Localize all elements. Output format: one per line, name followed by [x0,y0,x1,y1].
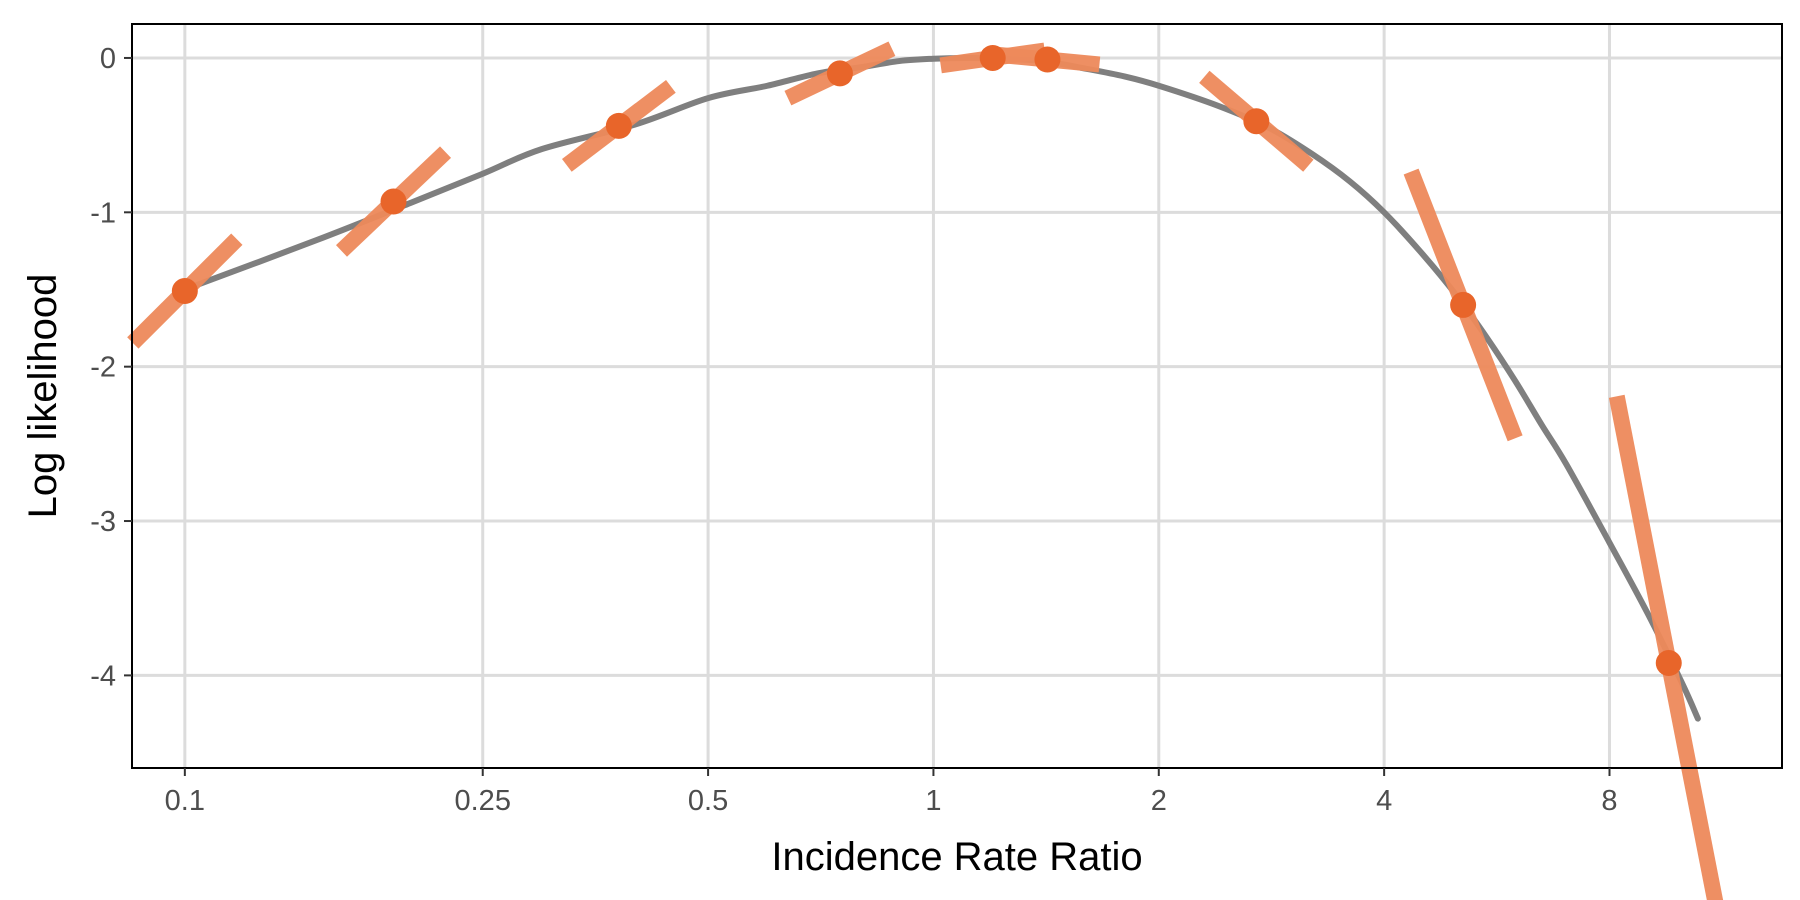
data-point [979,44,1006,71]
data-point [171,278,198,305]
x-tick-label: 4 [1376,785,1392,817]
data-point [1655,650,1682,677]
y-tick-label: -4 [90,660,116,692]
x-tick-label: 0.5 [688,785,728,817]
data-point [826,60,853,87]
data-point [380,188,407,215]
y-tick-label: -2 [90,352,116,384]
x-tick-label: 0.1 [165,785,205,817]
axis-ticks: 0.1 0.25 0.5 1 2 4 8 0 -1 -2 -3 -4 [90,43,1617,817]
x-axis-title: Incidence Rate Ratio [771,835,1142,879]
x-tick-label: 0.25 [455,785,511,817]
data-point [1243,108,1270,135]
data-point [1450,291,1477,318]
data-point [1034,46,1061,73]
x-tick-label: 1 [925,785,941,817]
x-tick-label: 2 [1151,785,1167,817]
sample-points [171,44,1682,677]
y-tick-label: -1 [90,197,116,229]
y-axis-title: Log likelihood [21,274,65,519]
y-tick-label: 0 [100,43,116,75]
x-tick-label: 8 [1601,785,1617,817]
y-tick-label: -3 [90,506,116,538]
panel-border [131,23,1783,769]
data-point [605,112,632,139]
